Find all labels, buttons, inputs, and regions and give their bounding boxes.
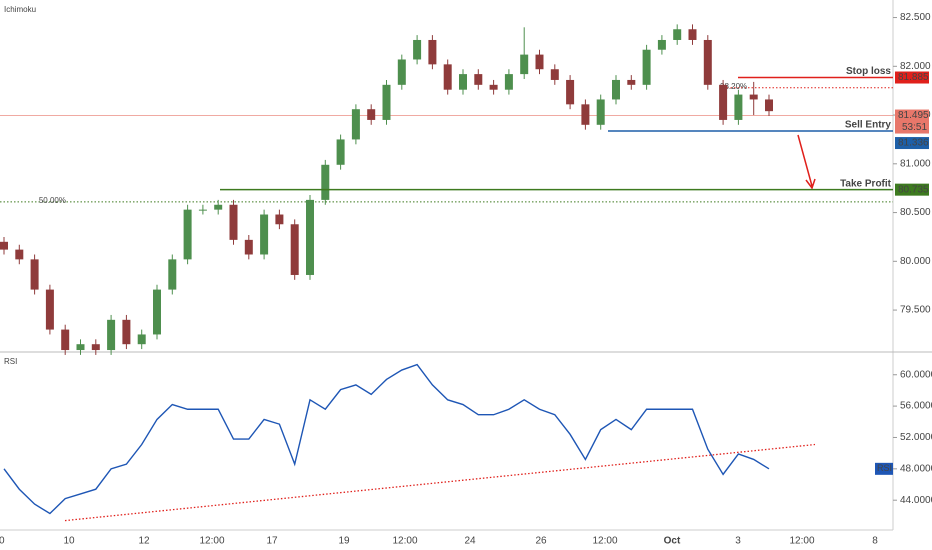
candle-body: [765, 99, 773, 112]
price-badge: [895, 183, 929, 196]
x-tick-label: 12:00: [592, 536, 617, 547]
candle-body: [428, 39, 437, 65]
x-tick-label: 12: [138, 536, 150, 547]
candle-body: [306, 199, 314, 275]
candle-body: [443, 64, 452, 90]
candle-body: [122, 319, 131, 345]
x-tick-label: 12:00: [789, 536, 814, 547]
countdown: 53:51: [902, 122, 927, 133]
candle-body: [260, 214, 269, 255]
candle-body: [734, 94, 743, 120]
candle-body: [183, 209, 192, 260]
candle-body: [474, 74, 483, 85]
candle-body: [321, 164, 330, 200]
level-label: Take Profit: [840, 178, 892, 189]
x-tick-label: 26: [535, 536, 547, 547]
y-tick-label: 80.500: [900, 207, 931, 218]
x-tick-label: 19: [338, 536, 350, 547]
candle-body: [107, 319, 116, 351]
y-tick-label: 82.500: [900, 12, 931, 23]
candle-body: [520, 54, 529, 75]
candle-body: [596, 99, 605, 125]
candle-body: [657, 39, 666, 50]
candle-body: [550, 69, 559, 80]
candle-body: [703, 39, 712, 85]
indicator-label: Ichimoku: [4, 5, 36, 14]
y-tick-label: 79.500: [900, 305, 931, 316]
candle-body: [535, 54, 544, 70]
candle-body: [688, 29, 697, 40]
candle-body: [137, 334, 146, 345]
candle-body: [214, 204, 223, 210]
x-tick-label: 17: [266, 536, 278, 547]
candle-body: [336, 139, 345, 165]
x-tick-label: 10: [63, 536, 75, 547]
candle-body: [0, 241, 8, 250]
price-badge: [895, 71, 929, 84]
price-badge: [895, 109, 929, 134]
candle-body: [566, 79, 575, 105]
candle-body: [198, 209, 207, 211]
candle-body: [76, 344, 85, 351]
x-tick-label: Oct: [664, 536, 681, 547]
candle-body: [581, 104, 590, 125]
level-label: Stop loss: [846, 66, 891, 77]
level-label: Sell Entry: [845, 120, 892, 131]
candle-body: [168, 259, 177, 290]
price-badge-text: 81.885: [898, 72, 929, 83]
candle-body: [367, 109, 376, 120]
candle-body: [61, 329, 70, 351]
x-tick-label: 3: [735, 536, 741, 547]
fib-label: 38.20%: [720, 82, 747, 91]
candle-body: [229, 204, 238, 240]
arrow: [797, 134, 816, 190]
y-tick-label: 80.000: [900, 256, 931, 267]
candle-body: [642, 49, 651, 85]
y-tick-label: 82.000: [900, 61, 931, 72]
candle-body: [397, 59, 406, 85]
candle-body: [275, 214, 284, 225]
candle-body: [290, 224, 299, 275]
candle-body: [244, 239, 253, 255]
fib-label: 50.00%: [39, 196, 66, 205]
rsi-badge-text: RSI: [877, 463, 892, 473]
rsi-label: RSI: [4, 357, 17, 366]
candle-body: [413, 39, 422, 60]
x-tick-label: 8: [872, 536, 878, 547]
candle-body: [489, 84, 498, 90]
price-badge: [895, 137, 929, 150]
candle-body: [719, 84, 728, 120]
price-badge-text: 80.735: [898, 184, 929, 195]
candle-body: [382, 84, 391, 120]
candle-body: [459, 74, 467, 90]
candle-body: [749, 94, 758, 100]
rsi-badge: [875, 462, 893, 475]
price-badge-text: 81.336: [898, 138, 929, 149]
candle-body: [673, 29, 682, 40]
x-tick-label: 12:00: [199, 536, 224, 547]
candle-body: [45, 289, 54, 330]
candle-body: [15, 249, 24, 260]
candle-body: [351, 109, 360, 140]
x-tick-label: 24: [464, 536, 476, 547]
candle-body: [627, 79, 636, 85]
candle-body: [153, 289, 161, 335]
y-tick-label: 81.000: [900, 158, 931, 169]
candle-body: [30, 259, 39, 290]
candle-body: [91, 344, 100, 351]
candle-body: [504, 74, 513, 90]
x-tick-label: 12:00: [392, 536, 417, 547]
rsi-line: [3, 363, 770, 515]
x-tick-label: 12:00: [0, 536, 5, 547]
price-badge-text: 81.495: [898, 110, 929, 121]
candle-body: [612, 79, 620, 100]
